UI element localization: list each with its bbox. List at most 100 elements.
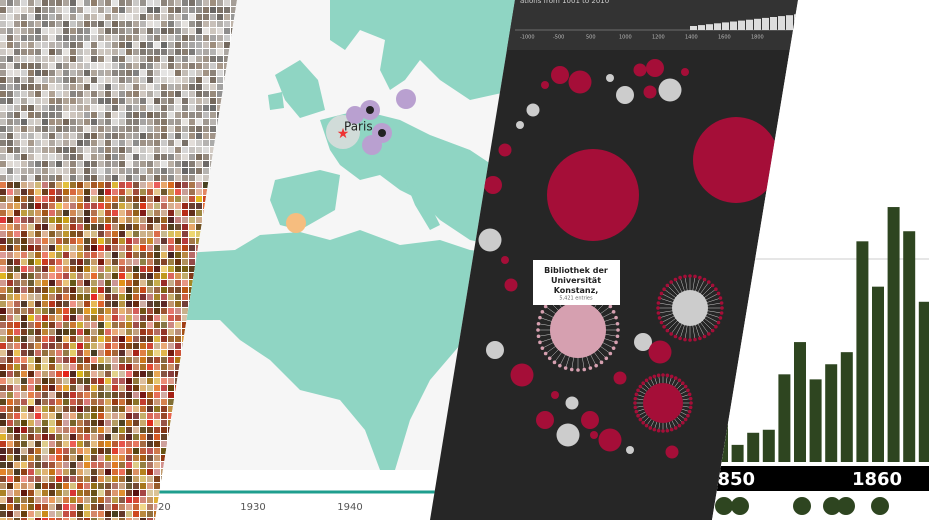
thumbnail	[168, 56, 174, 62]
thumbnail	[35, 294, 41, 300]
thumbnail	[98, 154, 104, 160]
thumbnail	[147, 98, 153, 104]
thumbnail	[28, 119, 34, 125]
thumbnail	[35, 245, 41, 251]
thumbnail	[91, 14, 97, 20]
thumbnail	[63, 273, 69, 279]
leaf	[669, 427, 674, 432]
leaf	[698, 275, 702, 280]
thumbnail	[133, 168, 139, 174]
thumbnail	[63, 28, 69, 34]
thumbnail	[28, 406, 34, 412]
thumbnail	[84, 140, 90, 146]
thumbnail	[217, 42, 223, 48]
thumbnail	[35, 399, 41, 405]
thumbnail	[56, 217, 62, 223]
thumbnail	[147, 518, 153, 520]
thumbnail	[77, 196, 83, 202]
thumbnail	[28, 7, 34, 13]
thumbnail	[42, 371, 48, 377]
thumbnail	[70, 462, 76, 468]
thumbnail	[35, 175, 41, 181]
thumbnail	[56, 189, 62, 195]
thumbnail	[21, 0, 27, 6]
thumbnail	[35, 420, 41, 426]
thumbnail	[0, 217, 6, 223]
thumbnail	[210, 42, 216, 48]
thumbnail	[63, 322, 69, 328]
thumbnail	[147, 427, 153, 433]
thumbnail	[77, 469, 83, 475]
thumbnail	[168, 147, 174, 153]
leaf	[636, 413, 640, 418]
thumbnail	[21, 329, 27, 335]
bar	[872, 286, 884, 462]
thumbnail	[0, 406, 6, 412]
thumbnail	[84, 287, 90, 293]
thumbnail	[42, 518, 48, 520]
thumbnail	[84, 245, 90, 251]
thumbnail	[140, 287, 146, 293]
thumbnail	[105, 266, 111, 272]
thumbnail	[105, 287, 111, 293]
thumbnail	[91, 77, 97, 83]
thumbnail	[147, 420, 153, 426]
thumbnail	[140, 364, 146, 370]
thumbnail	[126, 273, 132, 279]
bubble	[478, 228, 502, 252]
thumbnail	[70, 427, 76, 433]
leaf	[608, 351, 613, 356]
thumbnail	[49, 42, 55, 48]
thumbnail	[70, 98, 76, 104]
thumbnail	[161, 77, 167, 83]
thumbnail	[42, 14, 48, 20]
thumbnail	[42, 294, 48, 300]
thumbnail	[133, 287, 139, 293]
thumbnail	[119, 21, 125, 27]
thumbnail	[35, 161, 41, 167]
thumbnail	[35, 133, 41, 139]
thumbnail	[84, 168, 90, 174]
thumbnail	[98, 483, 104, 489]
header-bar	[722, 22, 729, 30]
thumbnail	[126, 14, 132, 20]
thumbnail	[147, 21, 153, 27]
thumbnail	[28, 126, 34, 132]
thumbnail	[119, 133, 125, 139]
thumbnail	[175, 259, 181, 265]
thumbnail	[35, 336, 41, 342]
thumbnail	[98, 203, 104, 209]
thumbnail	[112, 490, 118, 496]
thumbnail	[203, 70, 209, 76]
thumbnail	[56, 70, 62, 76]
thumbnail	[35, 7, 41, 13]
thumbnail	[70, 504, 76, 510]
thumbnail	[154, 483, 160, 489]
thumbnail	[14, 126, 20, 132]
thumbnail	[105, 105, 111, 111]
thumbnail	[42, 7, 48, 13]
thumbnail	[119, 189, 125, 195]
thumbnail	[0, 182, 6, 188]
thumbnail	[182, 231, 188, 237]
thumbnail	[112, 182, 118, 188]
thumbnail	[168, 7, 174, 13]
thumbnail	[203, 21, 209, 27]
thumbnail	[126, 210, 132, 216]
thumbnail	[168, 399, 174, 405]
thumbnail	[84, 231, 90, 237]
thumbnail	[105, 455, 111, 461]
leaf	[686, 413, 690, 418]
leaf	[656, 306, 660, 310]
thumbnail	[112, 266, 118, 272]
thumbnail	[175, 350, 181, 356]
thumbnail	[203, 133, 209, 139]
leaf	[657, 296, 662, 300]
thumbnail	[140, 245, 146, 251]
thumbnail	[91, 70, 97, 76]
thumbnail	[140, 196, 146, 202]
thumbnail	[14, 203, 20, 209]
bubble	[551, 66, 569, 84]
thumbnail	[7, 287, 13, 293]
thumbnail	[28, 336, 34, 342]
